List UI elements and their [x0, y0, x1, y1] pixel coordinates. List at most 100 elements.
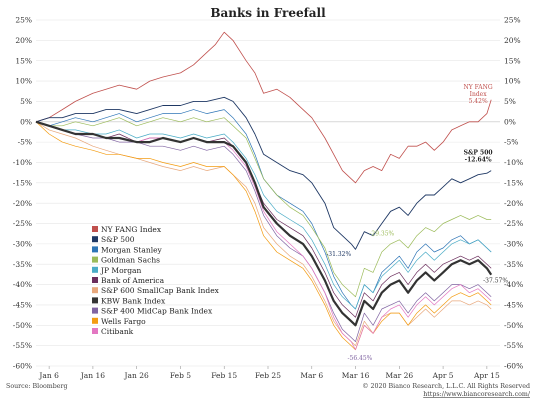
legend-label: S&P 500 — [101, 235, 135, 244]
annotation-label: -31.32% — [326, 251, 351, 258]
legend-swatch — [92, 266, 98, 273]
axes: 25% 25% 20% 20% 15% 15% 10% 10% 5% 5% 0% 0% -5% -5% -1… — [13, 16, 523, 380]
y-tick-label-left: 25% — [15, 16, 32, 25]
y-tick-label-right: 25% — [504, 16, 521, 25]
annotation-line: Index — [470, 91, 488, 98]
y-tick-label-left: -15% — [13, 178, 32, 187]
x-tick-label: Jan 16 — [80, 371, 105, 380]
legend-label: Citibank — [101, 327, 134, 336]
series-line-morgan-stanley — [35, 109, 492, 310]
annotation-line: -31.32% — [326, 251, 351, 258]
x-tick-label: Jan 26 — [124, 371, 149, 380]
y-tick-label-left: -55% — [13, 341, 32, 350]
x-tick-label: Apr 5 — [432, 371, 454, 380]
annotation-label: -37.57% — [483, 278, 508, 285]
y-tick-label-right: 0% — [504, 117, 516, 126]
x-tick-label: Feb 5 — [170, 371, 191, 380]
y-tick-label-right: -5% — [504, 138, 518, 147]
y-tick-label-left: 5% — [20, 97, 32, 106]
annotation-line: -29.35% — [369, 231, 394, 238]
y-tick-label-left: 20% — [15, 36, 32, 45]
x-tick-label: Feb 25 — [255, 371, 281, 380]
y-tick-label-right: -45% — [504, 301, 523, 310]
annotation-label: -56.45% — [347, 355, 372, 362]
y-tick-label-left: -30% — [13, 239, 32, 248]
y-tick-label-left: -5% — [18, 138, 32, 147]
annotation-label: -29.35% — [369, 231, 394, 238]
y-tick-label-left: -40% — [13, 280, 32, 289]
series-line-wells-fargo — [35, 121, 492, 351]
legend-swatch — [92, 236, 98, 243]
x-tick-label: Mar 6 — [300, 371, 323, 380]
legend-label: Goldman Sachs — [101, 256, 160, 265]
legend-label: KBW Bank Index — [101, 296, 166, 305]
annotation-line: -37.57% — [483, 278, 508, 285]
x-tick-label: Jan 6 — [38, 371, 59, 380]
y-tick-label-right: 15% — [504, 56, 521, 65]
legend-swatch — [92, 317, 98, 324]
y-tick-label-right: 20% — [504, 36, 521, 45]
source-note: Source: Bloomberg — [6, 383, 68, 390]
legend-label: JP Morgan — [100, 266, 141, 275]
x-tick-label: Apr 15 — [473, 371, 500, 380]
annotation-line: NY FANG — [464, 84, 493, 91]
y-tick-label-left: -45% — [13, 301, 32, 310]
legend-swatch — [92, 277, 98, 283]
legend-swatch — [92, 246, 98, 253]
x-tick-label: Mar 16 — [342, 371, 370, 380]
annotation-line: S&P 500 — [464, 149, 493, 156]
y-tick-label-left: -25% — [13, 219, 32, 228]
y-tick-label-right: -55% — [504, 341, 523, 350]
legend-swatch — [92, 226, 98, 232]
legend-swatch — [92, 297, 98, 304]
legend-label: Bank of America — [101, 276, 165, 285]
legend-label: Wells Fargo — [101, 317, 146, 326]
y-tick-label-right: -40% — [504, 280, 523, 289]
legend-label: S&P 400 MidCap Bank Index — [101, 307, 213, 316]
y-tick-label-left: -35% — [13, 260, 32, 269]
y-tick-label-right: -15% — [504, 178, 523, 187]
legend-swatch — [92, 256, 98, 263]
series-lines — [35, 31, 493, 351]
y-tick-label-right: 10% — [504, 77, 521, 86]
y-tick-label-right: -30% — [504, 239, 523, 248]
y-tick-label-right: -50% — [504, 321, 523, 330]
annotation-line: -12.64% — [465, 156, 492, 163]
y-tick-label-left: -10% — [13, 158, 32, 167]
x-tick-label: Feb 15 — [211, 371, 237, 380]
legend-label: Morgan Stanley — [101, 245, 163, 254]
y-tick-label-left: 0% — [20, 117, 32, 126]
annotation-line: -56.45% — [347, 355, 372, 362]
y-tick-label-left: 10% — [15, 77, 32, 86]
y-tick-label-right: -25% — [504, 219, 523, 228]
y-tick-label-right: -60% — [504, 362, 523, 371]
annotation-line: 5.42% — [469, 98, 488, 105]
series-line-goldman-sachs — [35, 117, 492, 298]
copyright-note: © 2020 Bianco Research, L.L.C. All Right… — [362, 383, 530, 390]
series-line-s-p-500 — [35, 96, 492, 250]
series-line-kbw-bank-index — [35, 120, 493, 327]
chart-title: Banks in Freefall — [210, 6, 326, 20]
legend-swatch — [92, 307, 98, 314]
x-tick-label: Mar 26 — [385, 371, 413, 380]
y-tick-label-right: -35% — [504, 260, 523, 269]
annotation-label: S&P 500 -12.64% — [464, 149, 493, 163]
y-tick-label-left: -20% — [13, 199, 32, 208]
legend-swatch — [92, 328, 98, 334]
annotations: NY FANG Index 5.42% S&P 500 -12.64% -31.32% -2… — [326, 84, 508, 362]
legend-label: NY FANG Index — [101, 225, 162, 234]
legend-swatch — [92, 287, 98, 294]
y-tick-label-right: -20% — [504, 199, 523, 208]
annotation-label: NY FANG Index 5.42% — [464, 84, 493, 105]
y-tick-label-left: -50% — [13, 321, 32, 330]
series-line-ny-fang-index — [35, 31, 492, 184]
series-line-jp-morgan — [35, 121, 492, 310]
y-tick-label-left: -60% — [13, 362, 32, 371]
y-tick-label-right: -10% — [504, 158, 523, 167]
source-url[interactable]: https://www.biancoresearch.com/ — [423, 391, 531, 398]
y-tick-label-left: 15% — [15, 56, 32, 65]
legend-label: S&P 600 SmallCap Bank Index — [101, 286, 220, 295]
